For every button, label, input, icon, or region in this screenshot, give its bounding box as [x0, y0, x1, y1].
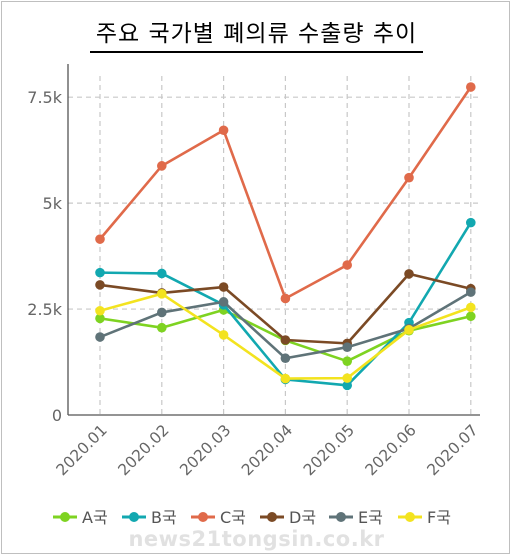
data-point-f [404, 325, 414, 335]
x-tick-label: 2020.03 [176, 421, 234, 479]
data-point-b [95, 267, 105, 278]
legend-marker-a [60, 512, 70, 522]
legend-label-a: A국 [82, 508, 108, 527]
legend-label-c: C국 [220, 508, 246, 527]
legend-marker-e [336, 512, 346, 522]
data-point-f [280, 373, 291, 384]
x-tick-label: 2020.07 [424, 421, 482, 479]
data-point-d [280, 335, 291, 345]
x-tick-label: 2020.02 [115, 421, 173, 479]
legend-marker-f [405, 512, 415, 522]
data-point-c [280, 293, 291, 304]
y-tick-label: 5k [43, 194, 63, 213]
data-point-f [95, 305, 105, 316]
data-point-c [95, 234, 105, 244]
y-tick-label: 7.5k [27, 88, 62, 107]
data-point-c [157, 161, 167, 171]
legend-label-f: F국 [427, 508, 451, 527]
data-point-f [157, 289, 167, 299]
legend-label-e: E국 [358, 508, 383, 527]
data-point-e [280, 353, 291, 364]
data-point-f [218, 330, 229, 340]
legend-label-b: B국 [151, 508, 177, 527]
legend-label-d: D국 [289, 508, 316, 527]
data-point-c [466, 82, 476, 92]
legend-marker-d [267, 512, 277, 522]
data-point-d [404, 269, 414, 279]
legend-marker-b [129, 512, 139, 522]
x-tick-label: 2020.06 [362, 421, 420, 479]
chart-title: 주요 국가별 폐의류 수출량 추이 [89, 14, 424, 53]
data-point-e [157, 307, 167, 318]
data-point-a [157, 322, 167, 333]
data-point-a [342, 356, 353, 366]
data-point-c [342, 260, 353, 270]
data-point-d [95, 280, 105, 290]
data-point-f [466, 302, 476, 313]
y-tick-label: 2.5k [27, 300, 62, 319]
data-point-a [466, 311, 476, 322]
data-point-f [342, 373, 353, 383]
data-point-e [218, 297, 229, 307]
data-point-e [466, 287, 476, 297]
x-tick-label: 2020.04 [238, 421, 296, 479]
data-point-b [466, 217, 476, 228]
data-point-a [95, 313, 105, 324]
x-tick-label: 2020.01 [53, 421, 111, 479]
data-point-e [342, 342, 353, 353]
data-point-b [157, 268, 167, 279]
data-point-b [342, 380, 353, 391]
legend-marker-c [198, 512, 208, 522]
x-tick-label: 2020.05 [300, 421, 358, 479]
data-point-e [95, 332, 105, 342]
data-point-d [218, 282, 229, 292]
watermark: news21tongsin.co.kr [128, 527, 385, 551]
data-point-c [404, 172, 414, 183]
y-tick-label: 0 [52, 406, 62, 425]
data-point-c [218, 125, 229, 136]
